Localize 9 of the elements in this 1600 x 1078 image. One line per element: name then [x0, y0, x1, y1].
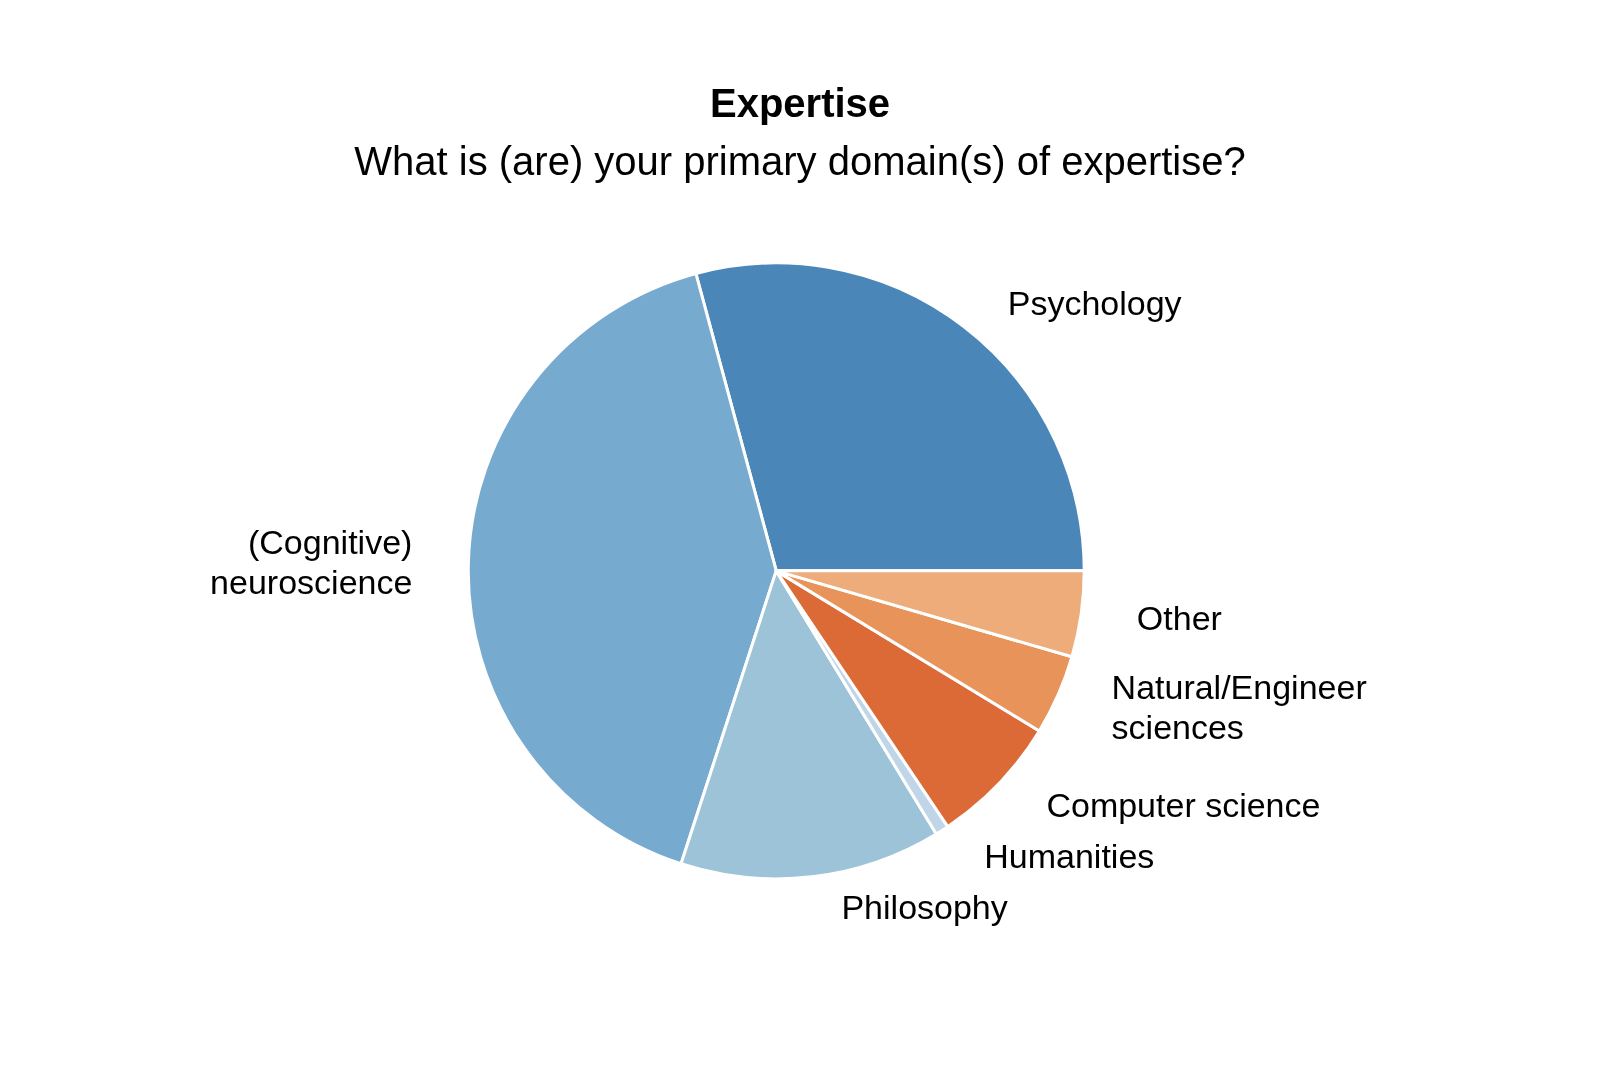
slice-label: Computer science [1046, 785, 1321, 824]
slice-label: (Cognitive) neuroscience [210, 523, 413, 602]
chart-subtitle: What is (are) your primary domain(s) of expertise? [354, 139, 1246, 183]
chart-title: Expertise [709, 81, 891, 125]
slice-label: Humanities [984, 836, 1155, 875]
slice-label: Other [1136, 599, 1222, 638]
slice-label: Philosophy [841, 887, 1008, 926]
slice-label: Psychology [1007, 283, 1182, 322]
slice-label: Natural/Engineer sciences [1111, 668, 1367, 747]
